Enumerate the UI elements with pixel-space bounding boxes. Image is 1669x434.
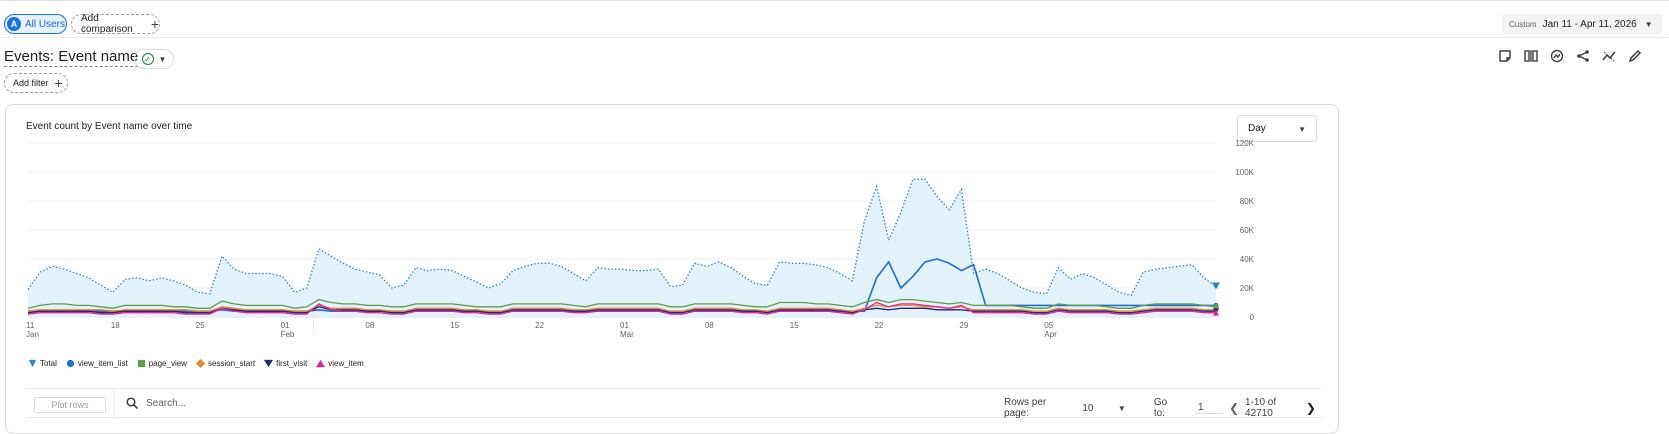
add-comparison-label: Add comparison xyxy=(81,13,133,35)
segment-chip-all-users[interactable]: A All Users xyxy=(4,14,67,34)
y-tick-label: 60K xyxy=(1240,226,1255,235)
legend-label: view_item_list xyxy=(77,359,128,368)
rows-per-page-label: Rows per page: xyxy=(1004,397,1047,419)
x-tick-label: 01 xyxy=(281,321,290,330)
check-circle-icon: ✓ xyxy=(141,53,154,65)
x-tick-label: 29 xyxy=(959,321,968,330)
series-line-view_item xyxy=(27,301,1216,315)
search-input[interactable]: Search... xyxy=(146,397,187,409)
table-toolbar: Plot rows Search... Rows per page: 10 ▼ … xyxy=(26,388,1322,419)
x-tick-month-label: Mar xyxy=(620,330,634,339)
add-comparison-button[interactable]: Add comparison + xyxy=(71,13,160,35)
granularity-select[interactable]: Day ▼ xyxy=(1237,115,1317,142)
y-tick-label: 120K xyxy=(1235,139,1254,148)
series-line-page_view xyxy=(27,298,1217,309)
report-toolbar xyxy=(1497,48,1643,64)
series-line-session_start xyxy=(27,304,1216,312)
plus-icon: + xyxy=(54,75,63,91)
table-column-divider xyxy=(313,313,314,333)
trend-icon[interactable] xyxy=(1601,48,1617,64)
search-icon xyxy=(126,397,138,409)
legend-marker-triangle-up-icon xyxy=(316,359,326,368)
series-area-total xyxy=(28,179,1216,317)
notes-icon[interactable] xyxy=(1497,48,1513,64)
series-marker-view_item xyxy=(1213,309,1219,316)
granularity-value: Day xyxy=(1248,123,1266,134)
legend-label: Total xyxy=(40,359,57,368)
legend-marker-pin-icon xyxy=(28,359,37,368)
add-filter-label: Add filter xyxy=(13,78,49,88)
x-tick-label: 05 xyxy=(1044,321,1053,330)
x-tick-label: 25 xyxy=(196,321,205,330)
legend-item-total: Total xyxy=(28,359,57,368)
x-tick-label: 15 xyxy=(790,321,799,330)
pagination: Rows per page: 10 ▼ Go to: 1 ❮ 1-10 of 4… xyxy=(1004,397,1322,419)
legend-marker-diamond-icon xyxy=(195,359,205,368)
x-tick-month-label: Apr xyxy=(1044,330,1057,339)
rows-per-page-select[interactable]: 10 xyxy=(1082,402,1094,414)
y-tick-label: 80K xyxy=(1240,197,1255,206)
share-icon[interactable] xyxy=(1575,48,1591,64)
goto-label: Go to: xyxy=(1153,397,1168,419)
legend-marker-circle-icon xyxy=(66,359,75,368)
legend-label: session_start xyxy=(207,359,256,368)
x-tick-label: 15 xyxy=(450,321,459,330)
chart-legend: Total view_item_list page_view session_star… xyxy=(28,359,364,368)
x-tick-month-label: Feb xyxy=(281,330,295,339)
legend-item-view_item: view_item xyxy=(316,359,364,368)
plus-icon: + xyxy=(150,16,159,32)
compare-icon[interactable] xyxy=(1523,48,1539,64)
series-marker-total xyxy=(1212,282,1220,290)
goto-page-input[interactable]: 1 xyxy=(1196,402,1223,414)
top-divider xyxy=(0,0,1669,1)
legend-item-session_start: session_start xyxy=(195,359,256,368)
date-custom-label: Custom xyxy=(1509,19,1537,29)
chevron-down-icon: ▼ xyxy=(158,54,167,64)
page-range: 1-10 of 42710 xyxy=(1245,397,1277,419)
page-title[interactable]: Events: Event name xyxy=(4,48,139,67)
chevron-down-icon[interactable]: ▼ xyxy=(1117,403,1126,413)
edit-icon[interactable] xyxy=(1627,48,1643,64)
series-line-total xyxy=(27,178,1217,297)
x-tick-label: 22 xyxy=(875,321,884,330)
chart-card: Event count by Event name over time Day … xyxy=(5,104,1339,434)
y-tick-label: 100K xyxy=(1235,168,1254,177)
legend-item-view_item_list: view_item_list xyxy=(66,359,128,368)
report-status-dropdown[interactable]: ✓ ▼ xyxy=(134,49,174,69)
prev-page-icon[interactable]: ❮ xyxy=(1228,401,1240,415)
legend-marker-square-icon xyxy=(137,359,145,368)
x-tick-label: 11 xyxy=(26,321,35,330)
segment-label: All Users xyxy=(25,18,66,30)
legend-label: page_view xyxy=(148,359,187,368)
x-tick-label: 08 xyxy=(365,321,374,330)
chevron-down-icon: ▼ xyxy=(1298,125,1306,134)
toolbar-divider xyxy=(114,389,115,419)
date-range-picker[interactable]: Custom Jan 11 - Apr 11, 2026 ▼ xyxy=(1502,14,1662,34)
chart-title: Event count by Event name over time xyxy=(26,121,193,132)
x-tick-label: 22 xyxy=(535,321,544,330)
add-filter-button[interactable]: Add filter + xyxy=(4,73,68,93)
y-tick-label: 20K xyxy=(1240,284,1255,293)
plot-rows-button[interactable]: Plot rows xyxy=(34,397,106,413)
comparison-bar: A All Users Add comparison + Custom Jan … xyxy=(0,10,1669,38)
x-tick-label: 18 xyxy=(111,321,120,330)
x-tick-label: 01 xyxy=(620,321,629,330)
chevron-down-icon: ▼ xyxy=(1644,19,1653,29)
segment-avatar: A xyxy=(7,17,21,31)
legend-item-page_view: page_view xyxy=(137,359,187,368)
table-search[interactable]: Search... xyxy=(126,397,186,409)
x-tick-label: 08 xyxy=(705,321,714,330)
legend-label: first_visit xyxy=(276,359,308,368)
x-tick-month-label: Jan xyxy=(26,330,39,339)
insights-icon[interactable] xyxy=(1549,48,1565,64)
next-page-icon[interactable]: ❯ xyxy=(1305,401,1316,415)
y-tick-label: 0 xyxy=(1250,313,1255,322)
date-range-value: Jan 11 - Apr 11, 2026 xyxy=(1542,18,1637,30)
y-tick-label: 40K xyxy=(1240,255,1255,264)
legend-item-first_visit: first_visit xyxy=(264,359,307,368)
legend-label: view_item xyxy=(328,359,364,368)
legend-marker-triangle-down-icon xyxy=(264,359,274,368)
